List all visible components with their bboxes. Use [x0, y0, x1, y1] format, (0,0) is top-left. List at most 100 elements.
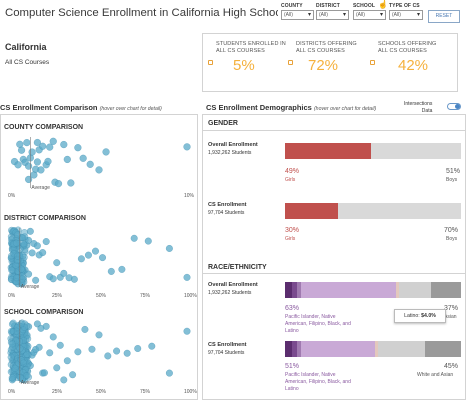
data-point[interactable]	[23, 139, 31, 147]
gender-cs-bar[interactable]	[285, 203, 461, 219]
bar-segment[interactable]	[374, 341, 379, 357]
bar-segment[interactable]	[297, 341, 301, 357]
data-point[interactable]	[49, 137, 57, 145]
bar-segment[interactable]	[337, 203, 461, 219]
data-point[interactable]	[20, 359, 28, 367]
data-point[interactable]	[70, 275, 78, 283]
data-point[interactable]	[56, 341, 64, 349]
data-point[interactable]	[113, 347, 121, 355]
data-point[interactable]	[46, 349, 54, 357]
data-point[interactable]	[183, 273, 191, 281]
data-point[interactable]	[95, 166, 103, 174]
data-point[interactable]	[104, 352, 112, 360]
data-point[interactable]	[11, 364, 19, 372]
data-point[interactable]	[8, 374, 16, 382]
intersections-toggle[interactable]	[447, 103, 461, 110]
data-point[interactable]	[32, 276, 40, 284]
school-filter[interactable]: SCHOOL (All) ▾	[353, 3, 386, 20]
data-point[interactable]	[53, 364, 61, 372]
data-point[interactable]	[33, 158, 41, 166]
cs-type-select[interactable]: (All) ▾	[389, 10, 423, 20]
data-point[interactable]	[28, 148, 36, 156]
data-point[interactable]	[40, 369, 48, 377]
bar-segment[interactable]	[297, 282, 301, 298]
data-point[interactable]	[81, 325, 89, 333]
data-point[interactable]	[130, 234, 138, 242]
county-filter[interactable]: COUNTY (All) ▾	[281, 3, 314, 20]
data-point[interactable]	[88, 345, 96, 353]
data-point[interactable]	[28, 249, 36, 257]
data-point[interactable]	[18, 265, 25, 273]
data-point[interactable]	[18, 146, 26, 154]
bar-segment[interactable]	[431, 282, 461, 298]
data-point[interactable]	[95, 331, 103, 339]
data-point[interactable]	[7, 353, 15, 361]
bar-segment[interactable]	[285, 203, 338, 219]
district-comparison-chart[interactable]: Average 0% 25% 50% 75% 100%	[1, 222, 197, 300]
data-point[interactable]	[69, 371, 77, 379]
bar-segment[interactable]	[292, 282, 298, 298]
data-point[interactable]	[20, 240, 28, 248]
data-point[interactable]	[144, 237, 152, 245]
data-point[interactable]	[60, 269, 68, 277]
data-point[interactable]	[12, 239, 20, 247]
data-point[interactable]	[7, 327, 15, 335]
cs-type-filter[interactable]: TYPE OF CS (All) ▾	[389, 3, 423, 20]
data-point[interactable]	[23, 371, 31, 379]
data-point[interactable]	[8, 340, 16, 348]
school-comparison-chart[interactable]: Average 0% 25% 50% 75% 100%	[1, 316, 197, 396]
data-point[interactable]	[183, 327, 191, 335]
data-point[interactable]	[42, 322, 50, 330]
bar-segment[interactable]	[292, 341, 298, 357]
data-point[interactable]	[33, 138, 41, 147]
data-point[interactable]	[183, 143, 191, 151]
data-point[interactable]	[77, 255, 85, 263]
data-point[interactable]	[35, 343, 43, 351]
data-point[interactable]	[60, 141, 68, 149]
data-point[interactable]	[67, 179, 75, 187]
data-point[interactable]	[42, 238, 50, 246]
data-point[interactable]	[14, 252, 22, 260]
bar-segment[interactable]	[285, 282, 293, 298]
data-point[interactable]	[74, 348, 82, 356]
county-select[interactable]: (All) ▾	[281, 10, 314, 20]
data-point[interactable]	[46, 143, 54, 151]
data-point[interactable]	[26, 227, 34, 235]
data-point[interactable]	[44, 157, 52, 165]
bar-segment[interactable]	[371, 143, 461, 159]
data-point[interactable]	[118, 265, 126, 273]
data-point[interactable]	[165, 369, 173, 377]
data-point[interactable]	[49, 275, 57, 283]
data-point[interactable]	[148, 342, 156, 350]
bar-segment[interactable]	[300, 341, 375, 357]
district-filter[interactable]: DISTRICT (All) ▾	[316, 3, 349, 20]
data-point[interactable]	[99, 254, 106, 262]
bar-segment[interactable]	[399, 282, 432, 298]
data-point[interactable]	[18, 275, 26, 283]
data-point[interactable]	[25, 175, 33, 183]
race-overall-bar[interactable]	[285, 282, 461, 298]
data-point[interactable]	[60, 376, 68, 384]
bar-segment[interactable]	[395, 282, 400, 298]
data-point[interactable]	[86, 160, 94, 168]
data-point[interactable]	[63, 155, 71, 163]
data-point[interactable]	[84, 251, 92, 259]
data-point[interactable]	[16, 140, 24, 148]
school-select[interactable]: (All) ▾	[353, 10, 386, 20]
data-point[interactable]	[63, 357, 71, 365]
data-point[interactable]	[39, 142, 47, 150]
data-point[interactable]	[23, 350, 31, 358]
bar-segment[interactable]	[285, 143, 372, 159]
data-point[interactable]	[25, 162, 33, 170]
data-point[interactable]	[102, 148, 110, 156]
data-point[interactable]	[14, 231, 21, 239]
data-point[interactable]	[8, 266, 16, 274]
data-point[interactable]	[16, 374, 24, 382]
bar-segment[interactable]	[300, 282, 396, 298]
data-point[interactable]	[37, 166, 45, 174]
data-point[interactable]	[79, 154, 87, 162]
data-point[interactable]	[17, 320, 25, 328]
data-point[interactable]	[39, 249, 47, 257]
bar-segment[interactable]	[378, 341, 425, 357]
data-point[interactable]	[53, 259, 61, 267]
